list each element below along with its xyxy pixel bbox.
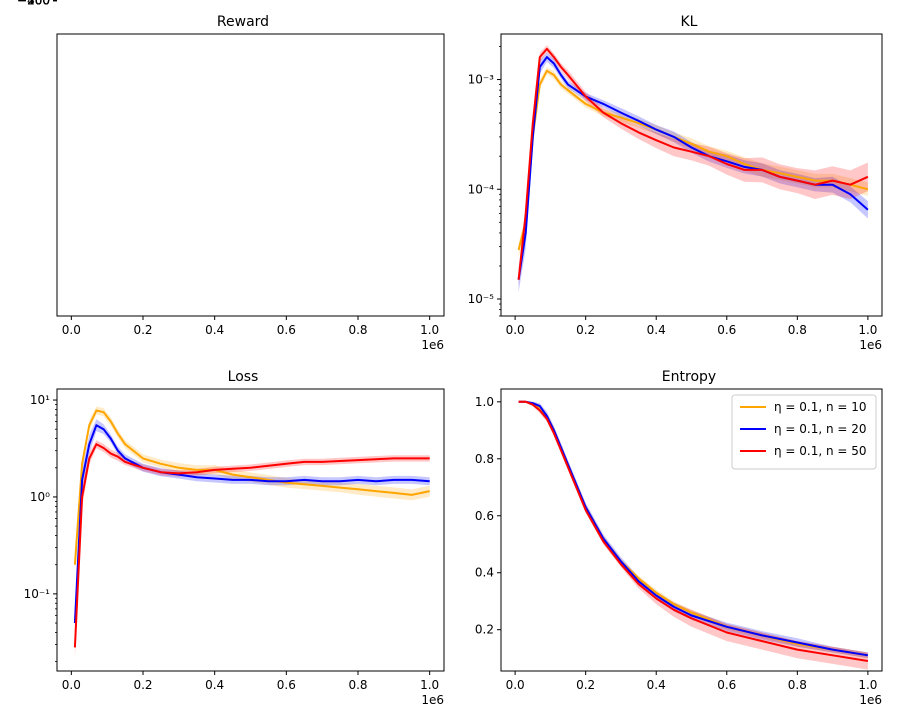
y-tick-label: −500 bbox=[17, 0, 50, 8]
y-tick-label: −400 bbox=[17, 0, 50, 8]
x-tick-label: 1.0 bbox=[420, 323, 439, 337]
legend-label: η = 0.1, n = 20 bbox=[774, 422, 867, 436]
legend-label: η = 0.1, n = 10 bbox=[774, 400, 867, 414]
axes-frame bbox=[500, 388, 883, 672]
x-tick-label: 0.8 bbox=[348, 323, 367, 337]
y-tick-label: 10⁰ bbox=[30, 490, 50, 504]
series-layer bbox=[518, 400, 869, 670]
axes-frame bbox=[56, 33, 445, 317]
confidence-band bbox=[74, 419, 430, 635]
x-tick-label: 0.4 bbox=[647, 678, 666, 692]
x-tick-label: 0.6 bbox=[717, 323, 736, 337]
legend: η = 0.1, n = 10 η = 0.1, n = 20 η = 0.1, n… bbox=[731, 394, 877, 470]
x-tick-label: 0.6 bbox=[277, 323, 296, 337]
x-offset-label: 1e6 bbox=[421, 693, 444, 707]
confidence-band bbox=[74, 406, 430, 569]
x-tick-label: 0.0 bbox=[506, 678, 525, 692]
y-tick-label: −100 bbox=[17, 0, 50, 8]
series-line bbox=[517, 47, 869, 280]
x-tick-label: 0.2 bbox=[576, 678, 595, 692]
panel-title: Reward bbox=[217, 14, 269, 30]
x-tick-label: 1.0 bbox=[858, 323, 877, 337]
y-tick-label: 10⁻³ bbox=[468, 73, 495, 87]
confidence-band bbox=[518, 45, 868, 287]
axes-frame bbox=[56, 388, 445, 672]
series-line bbox=[518, 400, 869, 657]
x-tick-label: 0.8 bbox=[788, 678, 807, 692]
y-tick-label: 10⁻¹ bbox=[24, 587, 51, 601]
series-layer bbox=[73, 406, 430, 659]
x-tick-label: 0.8 bbox=[788, 323, 807, 337]
confidence-band bbox=[518, 401, 868, 659]
confidence-band bbox=[518, 67, 868, 257]
y-tick-label: 10⁻⁴ bbox=[468, 182, 495, 196]
legend-frame bbox=[731, 394, 877, 470]
legend-label: η = 0.1, n = 50 bbox=[774, 444, 867, 458]
y-tick-label: 0.2 bbox=[475, 623, 494, 637]
y-tick-label: 0.6 bbox=[475, 509, 494, 523]
y-tick-label: −300 bbox=[17, 0, 50, 8]
axes-frame bbox=[500, 33, 883, 317]
panel-title: KL bbox=[681, 14, 698, 30]
panel-title: Entropy bbox=[662, 369, 716, 385]
x-offset-label: 1e6 bbox=[859, 693, 882, 707]
x-tick-label: 0.4 bbox=[205, 678, 224, 692]
series-line bbox=[518, 400, 869, 662]
series-line bbox=[73, 424, 430, 624]
series-layer bbox=[517, 45, 869, 293]
series-line bbox=[73, 443, 430, 648]
x-tick-label: 0.4 bbox=[647, 323, 666, 337]
x-tick-label: 0.4 bbox=[205, 323, 224, 337]
x-tick-label: 0.2 bbox=[133, 323, 152, 337]
x-tick-label: 0.2 bbox=[576, 323, 595, 337]
x-tick-label: 0.0 bbox=[506, 323, 525, 337]
x-tick-label: 0.2 bbox=[133, 678, 152, 692]
x-tick-label: 0.0 bbox=[62, 323, 81, 337]
y-tick-label: −200 bbox=[17, 0, 50, 8]
x-tick-label: 0.6 bbox=[717, 678, 736, 692]
x-tick-label: 1.0 bbox=[420, 678, 439, 692]
x-tick-label: 1.0 bbox=[858, 678, 877, 692]
y-tick-label: 0.8 bbox=[475, 452, 494, 466]
panel-entropy: Entropy 0.0 0.2 0.4 0.6 0.8 1.01e60.20.40.60.… bbox=[475, 369, 883, 707]
panel-title: Loss bbox=[228, 369, 259, 385]
x-tick-label: 0.8 bbox=[348, 678, 367, 692]
x-tick-label: 0.6 bbox=[277, 678, 296, 692]
x-offset-label: 1e6 bbox=[859, 338, 882, 352]
y-tick-label: 1.0 bbox=[475, 395, 494, 409]
x-tick-label: 0.0 bbox=[62, 678, 81, 692]
y-tick-label: 10⁻⁵ bbox=[468, 292, 495, 306]
y-tick-label: 10¹ bbox=[30, 393, 50, 407]
y-tick-label: 0.4 bbox=[475, 566, 494, 580]
x-offset-label: 1e6 bbox=[421, 338, 444, 352]
